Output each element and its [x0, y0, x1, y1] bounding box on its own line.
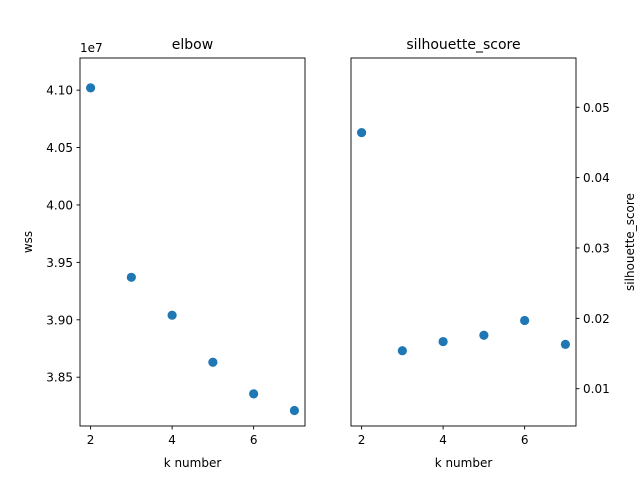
x-tick-label: 6 [250, 433, 258, 447]
chart-panel-1: elbow 2 4 6 k number 3.85 3.90 3.95 4.00 4.05 4.10… [21, 37, 306, 470]
y-tick-label: 0.01 [583, 382, 610, 396]
data-point [438, 336, 448, 347]
x-tick-label: 4 [168, 433, 176, 447]
chart-title: silhouette_score [406, 37, 520, 53]
x-axis-label: k number [435, 456, 493, 470]
plot-frame [350, 57, 577, 427]
y-offset-label: 1e7 [80, 41, 103, 55]
y-tick-label: 4.05 [46, 141, 73, 155]
data-point [356, 127, 367, 138]
data-point [85, 83, 96, 93]
y-tick-label: 0.03 [583, 241, 610, 255]
data-point [397, 346, 407, 356]
data-point [126, 272, 136, 282]
x-tick-label: 6 [521, 433, 529, 447]
plot-frame [79, 57, 306, 427]
data-point [479, 330, 489, 340]
x-tick-label: 2 [87, 433, 95, 447]
data-point [208, 357, 218, 367]
y-axis-label: wss [21, 231, 35, 253]
x-axis-label: k number [164, 456, 222, 470]
chart-title: elbow [172, 37, 213, 53]
x-tick-label: 2 [358, 433, 366, 447]
data-point [289, 405, 300, 416]
y-tick-label: 0.04 [583, 171, 610, 185]
data-point [249, 389, 259, 399]
x-tick-label: 4 [439, 433, 447, 447]
y-axis-label: silhouette_score [623, 193, 637, 291]
y-tick-label: 0.02 [583, 312, 610, 326]
y-tick-label: 3.95 [46, 256, 73, 270]
y-tick-label: 3.85 [46, 371, 73, 385]
y-tick-label: 4.10 [46, 84, 73, 98]
y-tick-label: 3.90 [46, 313, 73, 327]
data-point [167, 310, 177, 320]
chart-panel-2: silhouette_score 2 4 6 k number 0.01 0.02 0.03 0… [350, 37, 637, 470]
y-tick-label: 4.00 [46, 198, 73, 212]
data-point [520, 315, 530, 326]
data-point [560, 339, 571, 349]
y-tick-label: 0.05 [583, 101, 610, 115]
